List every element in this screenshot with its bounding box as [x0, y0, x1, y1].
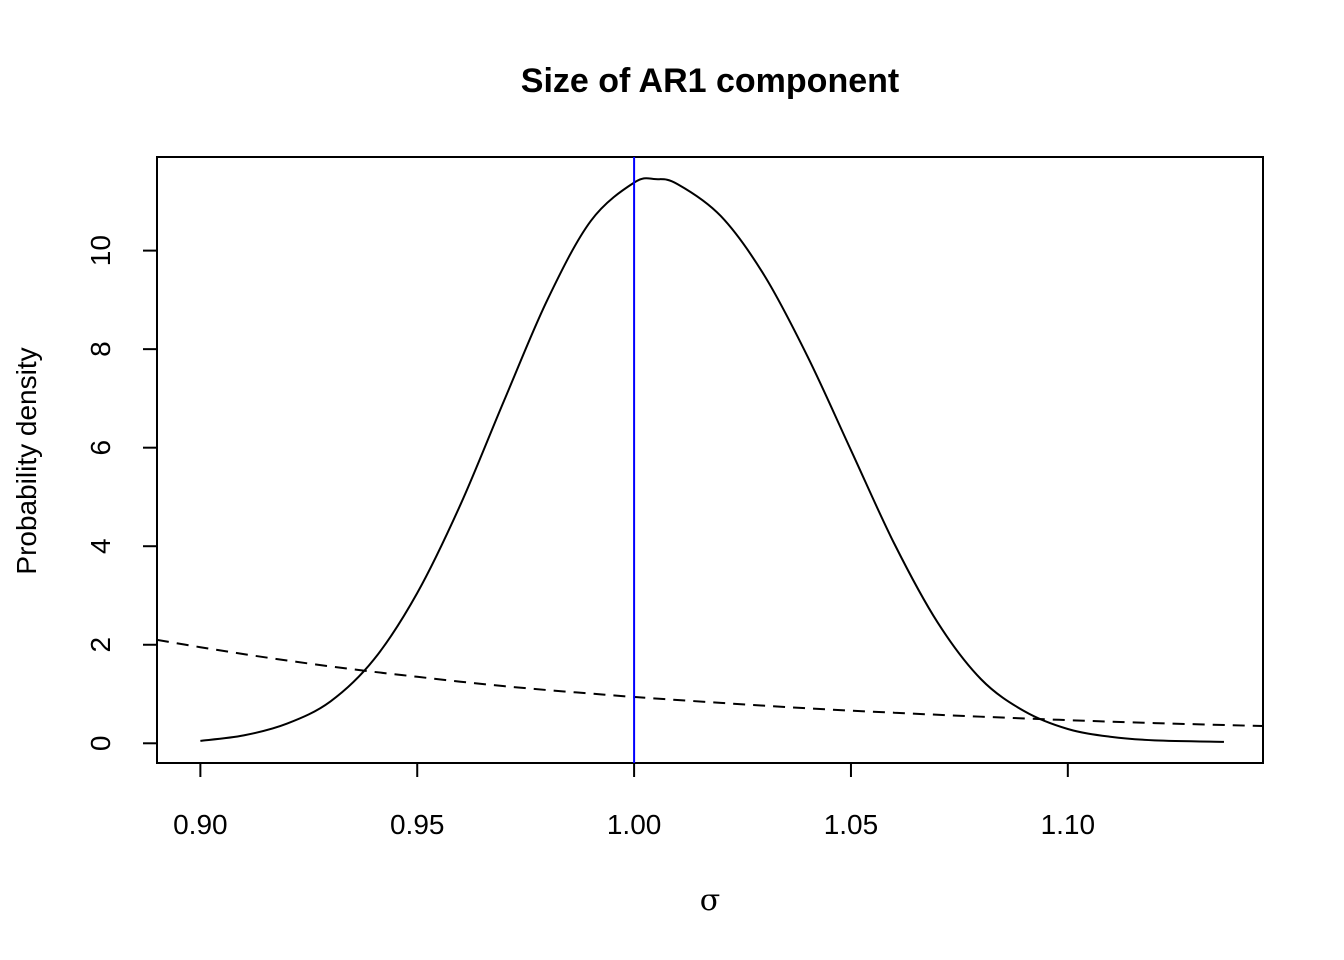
x-axis: 0.90 0.95 1.00 1.05 1.10 [173, 762, 1096, 840]
plot-area [157, 157, 1263, 763]
series-group [157, 157, 1263, 763]
y-tick-label: 2 [85, 637, 116, 653]
plot-frame [156, 156, 1264, 764]
x-axis-label: σ [700, 883, 720, 918]
chart-title: Size of AR1 component [521, 62, 899, 100]
y-axis: 0 2 4 6 8 10 [85, 235, 158, 752]
x-tick-label: 1.00 [607, 809, 662, 840]
x-tick-label: 1.05 [824, 809, 879, 840]
prior-density-line [157, 638, 1263, 728]
y-tick-label: 0 [85, 736, 116, 752]
x-tick-label: 0.90 [173, 809, 228, 840]
y-tick-label: 8 [85, 341, 116, 357]
y-tick-label: 6 [85, 440, 116, 456]
y-tick-label: 4 [85, 538, 116, 554]
x-tick-label: 1.10 [1041, 809, 1096, 840]
x-tick-label: 0.95 [390, 809, 445, 840]
posterior-density-line [200, 177, 1224, 743]
y-axis-label: Probability density [11, 347, 42, 574]
y-tick-label: 10 [85, 235, 116, 266]
